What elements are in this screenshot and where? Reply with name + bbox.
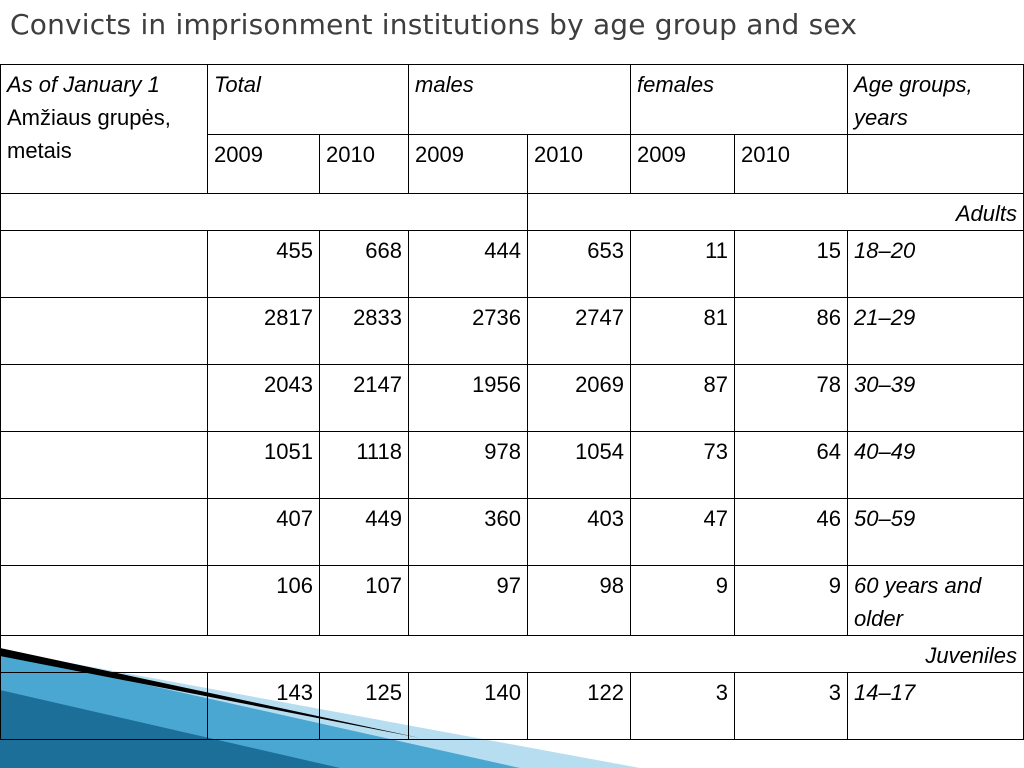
section-row: Adults xyxy=(0,193,1024,231)
table-row: 143 125 140 122 3 3 14–17 xyxy=(0,672,1024,740)
value-cell: 47 xyxy=(630,498,736,566)
value-cell: 2736 xyxy=(408,297,529,365)
year-header: 2010 xyxy=(527,134,632,194)
value-cell: 3 xyxy=(734,672,849,740)
value-cell: 46 xyxy=(734,498,849,566)
age-group-cell: 40–49 xyxy=(847,431,1024,499)
value-cell: 87 xyxy=(630,364,736,432)
value-cell: 2817 xyxy=(207,297,320,365)
table-row: 1051 1118 978 1054 73 64 40–49 xyxy=(0,431,1024,499)
value-cell: 449 xyxy=(318,498,410,566)
value-cell: 1051 xyxy=(207,431,320,499)
value-cell: 78 xyxy=(734,364,849,432)
value-cell: 2147 xyxy=(318,364,410,432)
value-cell: 97 xyxy=(408,565,529,636)
row-label-blank xyxy=(0,364,208,432)
value-cell: 106 xyxy=(207,565,320,636)
age-group-cell: 21–29 xyxy=(847,297,1024,365)
value-cell: 98 xyxy=(527,565,632,636)
table-row: 455 668 444 653 11 15 18–20 xyxy=(0,230,1024,298)
row-label-blank xyxy=(0,230,208,298)
age-group-cell: 14–17 xyxy=(847,672,1024,740)
header-age-groups: Age groups, years xyxy=(847,64,1024,135)
value-cell: 668 xyxy=(318,230,410,298)
year-header: 2010 xyxy=(734,134,849,194)
value-cell: 73 xyxy=(630,431,736,499)
value-cell: 9 xyxy=(630,565,736,636)
value-cell: 360 xyxy=(408,498,529,566)
header-as-of-january-italic: As of January 1 xyxy=(7,72,160,97)
header-total: Total xyxy=(206,64,410,135)
year-header: 2010 xyxy=(318,134,410,194)
value-cell: 107 xyxy=(318,565,410,636)
convicts-table: As of January 1 Amžiaus grupės, metais T… xyxy=(0,64,1024,740)
table-row: 2043 2147 1956 2069 87 78 30–39 xyxy=(0,364,1024,432)
row-label-blank xyxy=(0,565,208,636)
table-row: 2817 2833 2736 2747 81 86 21–29 xyxy=(0,297,1024,365)
value-cell: 140 xyxy=(408,672,529,740)
value-cell: 978 xyxy=(408,431,529,499)
value-cell: 9 xyxy=(734,565,849,636)
page-title: Convicts in imprisonment institutions by… xyxy=(10,8,858,41)
age-group-cell: 50–59 xyxy=(847,498,1024,566)
value-cell: 653 xyxy=(527,230,632,298)
value-cell: 15 xyxy=(734,230,849,298)
row-label-blank xyxy=(0,297,208,365)
row-label-blank xyxy=(0,431,208,499)
age-header-blank xyxy=(847,134,1024,194)
value-cell: 2833 xyxy=(318,297,410,365)
age-group-cell: 18–20 xyxy=(847,230,1024,298)
value-cell: 122 xyxy=(527,672,632,740)
value-cell: 81 xyxy=(630,297,736,365)
header-as-of-january: As of January 1 Amžiaus grupės, metais xyxy=(0,64,208,194)
age-group-cell: 60 years and older xyxy=(847,565,1024,636)
value-cell: 11 xyxy=(630,230,736,298)
year-header: 2009 xyxy=(408,134,529,194)
value-cell: 1956 xyxy=(408,364,529,432)
value-cell: 64 xyxy=(734,431,849,499)
header-females: females xyxy=(630,64,849,135)
value-cell: 2043 xyxy=(207,364,320,432)
value-cell: 143 xyxy=(207,672,320,740)
value-cell: 1054 xyxy=(527,431,632,499)
header-males: males xyxy=(408,64,632,135)
age-group-cell: 30–39 xyxy=(847,364,1024,432)
section-label: Adults xyxy=(527,193,1024,231)
year-header: 2009 xyxy=(207,134,320,194)
value-cell: 125 xyxy=(318,672,410,740)
year-header: 2009 xyxy=(630,134,736,194)
value-cell: 444 xyxy=(408,230,529,298)
value-cell: 86 xyxy=(734,297,849,365)
value-cell: 2069 xyxy=(527,364,632,432)
header-age-groups-lt: Amžiaus grupės, metais xyxy=(7,105,171,163)
value-cell: 3 xyxy=(630,672,736,740)
section-label: Juveniles xyxy=(0,635,1024,673)
value-cell: 1118 xyxy=(318,431,410,499)
row-label-blank xyxy=(0,498,208,566)
value-cell: 403 xyxy=(527,498,632,566)
row-label-blank xyxy=(0,672,208,740)
value-cell: 407 xyxy=(207,498,320,566)
value-cell: 2747 xyxy=(527,297,632,365)
section-row: Juveniles xyxy=(0,635,1024,673)
section-blank-cell xyxy=(0,193,529,231)
table-row: 106 107 97 98 9 9 60 years and older xyxy=(0,565,1024,636)
value-cell: 455 xyxy=(207,230,320,298)
table-row: 407 449 360 403 47 46 50–59 xyxy=(0,498,1024,566)
